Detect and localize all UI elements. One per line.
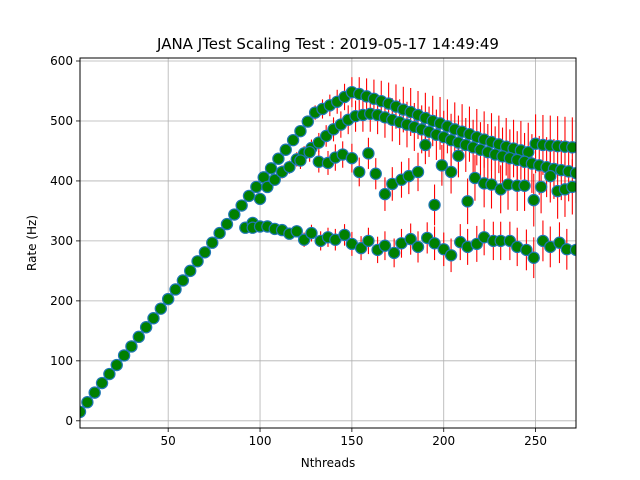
data-point [520, 243, 533, 257]
data-point [161, 292, 175, 306]
y-tick-label: 400 [50, 174, 73, 188]
data-point [378, 239, 392, 252]
data-point [444, 249, 458, 262]
y-tick-label: 100 [50, 354, 73, 368]
data-point [461, 195, 474, 208]
data-point [272, 152, 285, 165]
data-point [428, 237, 441, 250]
series-3-points [294, 138, 576, 212]
data-point [534, 180, 548, 194]
chart-title: JANA JTest Scaling Test : 2019-05-17 14:… [156, 35, 499, 53]
x-tick-label: 150 [340, 434, 363, 448]
data-point [184, 264, 197, 278]
series-1-points [80, 85, 576, 419]
data-point [264, 162, 278, 175]
data-point [305, 226, 318, 240]
data-point [103, 367, 116, 381]
data-point [338, 228, 351, 242]
data-point [261, 180, 274, 194]
x-tick-label: 100 [249, 434, 272, 448]
data-point [88, 386, 101, 399]
data-layer [80, 77, 576, 419]
data-point [95, 376, 109, 390]
data-point [110, 358, 123, 372]
data-point [444, 165, 458, 179]
data-point [294, 124, 307, 138]
data-point [303, 145, 316, 159]
data-point [198, 246, 212, 259]
y-axis-label: Rate (Hz) [25, 215, 39, 271]
data-point [117, 349, 131, 362]
data-point [154, 302, 168, 315]
axis-ticks: 50 100 150 200 250 0 100 200 300 400 500 600 [50, 54, 547, 448]
data-point [169, 283, 182, 296]
x-tick-label: 250 [524, 434, 547, 448]
data-point [125, 340, 138, 353]
data-point [139, 321, 153, 334]
y-tick-label: 500 [50, 114, 73, 128]
data-point [206, 236, 219, 249]
data-point [362, 234, 375, 248]
data-point [387, 246, 401, 260]
data-point [294, 154, 307, 167]
data-point [268, 173, 281, 186]
data-point [253, 192, 267, 206]
data-point [354, 241, 368, 255]
data-point [378, 187, 392, 201]
data-point [369, 167, 382, 180]
data-point [220, 217, 234, 231]
x-tick-label: 200 [432, 434, 455, 448]
data-point [468, 171, 482, 185]
data-point [147, 312, 160, 325]
x-axis-label: Nthreads [301, 456, 356, 470]
y-tick-label: 600 [50, 54, 73, 68]
data-point [345, 151, 359, 165]
data-point [527, 251, 540, 264]
data-point [527, 193, 540, 207]
data-point [518, 179, 531, 192]
data-point [419, 138, 432, 152]
y-tick-label: 0 [65, 414, 73, 428]
data-point [250, 180, 263, 194]
y-tick-label: 300 [50, 234, 73, 248]
plot-frame [79, 57, 577, 429]
data-point [404, 232, 417, 246]
data-point [452, 149, 465, 162]
data-point [228, 208, 241, 221]
data-point [279, 143, 292, 156]
data-point [301, 115, 314, 128]
data-point [566, 180, 576, 194]
data-point [411, 240, 425, 254]
data-point [81, 396, 94, 409]
data-point [235, 199, 248, 212]
data-point [213, 226, 226, 240]
data-point [544, 169, 557, 183]
y-tick-label: 200 [50, 294, 73, 308]
data-point [435, 159, 449, 172]
data-point [569, 243, 576, 257]
data-point [566, 141, 576, 154]
data-point [286, 133, 300, 147]
x-tick-label: 50 [161, 434, 176, 448]
data-point [132, 330, 145, 344]
data-point [411, 165, 425, 179]
data-point [362, 147, 375, 160]
data-point [290, 225, 303, 238]
series-2-points [239, 107, 576, 234]
data-point [353, 165, 366, 179]
series-4-points [246, 220, 576, 264]
data-point [569, 166, 576, 180]
data-point [176, 274, 190, 287]
data-point [428, 198, 441, 212]
data-point [283, 160, 296, 174]
data-point [191, 255, 204, 268]
